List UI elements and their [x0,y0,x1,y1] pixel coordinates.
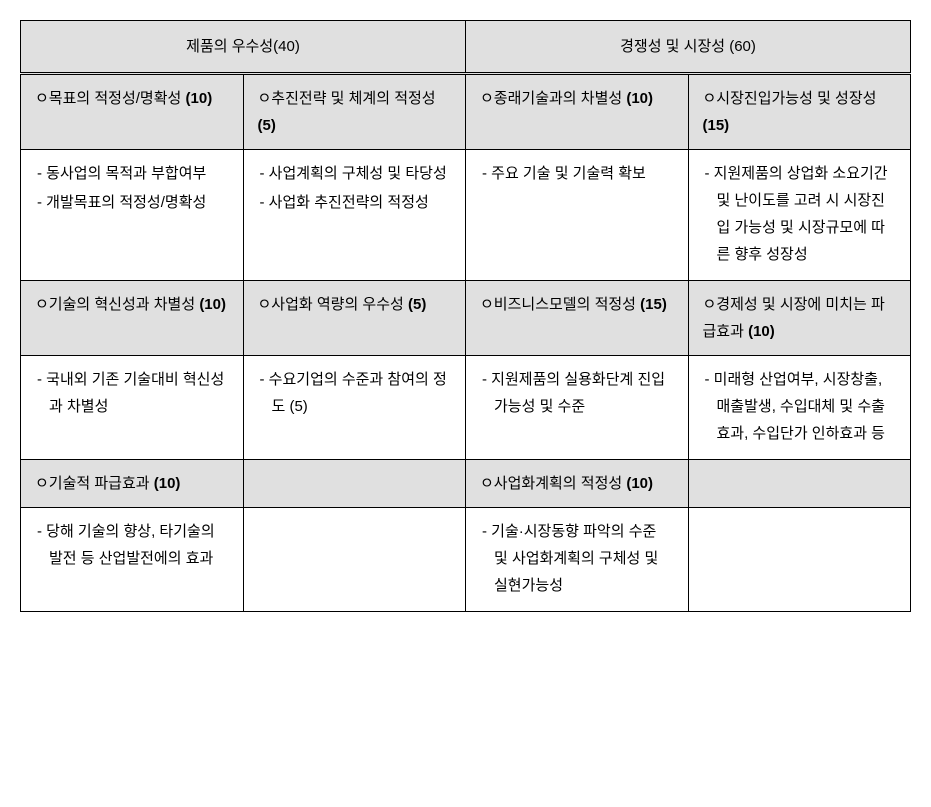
content-item: - 미래형 산업여부, 시장창출, 매출발생, 수입대체 및 수출효과, 수입단… [703,366,897,447]
main-header-row: 제품의 우수성(40) 경쟁성 및 시장성 (60) [21,21,911,74]
subheader-row-2: ㅇ기술의 혁신성과 차별성 (10) ㅇ사업화 역량의 우수성 (5) ㅇ비즈니… [21,281,911,356]
content-row-1: - 동사업의 목적과 부합여부 - 개발목표의 적정성/명확성 - 사업계획의 … [21,150,911,281]
evaluation-table: 제품의 우수성(40) 경쟁성 및 시장성 (60) ㅇ목표의 적정성/명확성 … [20,20,911,612]
subheader-title: ㅇ기술의 혁신성과 차별성 [35,296,195,313]
empty-cell [688,508,911,612]
content-1-1: - 동사업의 목적과 부합여부 - 개발목표의 적정성/명확성 [21,150,244,281]
content-item: - 사업계획의 구체성 및 타당성 [258,160,452,187]
subheader-title: ㅇ시장진입가능성 및 성장성 [703,90,877,107]
content-item: - 사업화 추진전략의 적정성 [258,189,452,216]
content-row-3: - 당해 기술의 향상, 타기술의 발전 등 산업발전에의 효과 - 기술·시장… [21,508,911,612]
content-item: - 지원제품의 상업화 소요기간 및 난이도를 고려 시 시장진입 가능성 및 … [703,160,897,268]
content-2-2: - 수요기업의 수준과 참여의 정도 (5) [243,356,466,460]
subheader-weight: (10) [626,475,653,492]
subheader-3-1: ㅇ기술적 파급효과 (10) [21,460,244,508]
main-header-left: 제품의 우수성(40) [21,21,466,74]
subheader-weight: (10) [154,475,181,492]
subheader-2-3: ㅇ비즈니스모델의 적정성 (15) [466,281,689,356]
content-item: - 기술·시장동향 파악의 수준 및 사업화계획의 구체성 및 실현가능성 [480,518,674,599]
subheader-2-2: ㅇ사업화 역량의 우수성 (5) [243,281,466,356]
content-3-1: - 당해 기술의 향상, 타기술의 발전 등 산업발전에의 효과 [21,508,244,612]
subheader-title: ㅇ사업화 역량의 우수성 [258,296,404,313]
subheader-2-1: ㅇ기술의 혁신성과 차별성 (10) [21,281,244,356]
main-table: 제품의 우수성(40) 경쟁성 및 시장성 (60) ㅇ목표의 적정성/명확성 … [20,20,911,612]
content-2-1: - 국내외 기존 기술대비 혁신성과 차별성 [21,356,244,460]
subheader-2-4: ㅇ경제성 및 시장에 미치는 파급효과 (10) [688,281,911,356]
subheader-title: ㅇ추진전략 및 체계의 적정성 [258,90,436,107]
content-1-2: - 사업계획의 구체성 및 타당성 - 사업화 추진전략의 적정성 [243,150,466,281]
content-3-3: - 기술·시장동향 파악의 수준 및 사업화계획의 구체성 및 실현가능성 [466,508,689,612]
subheader-1-3: ㅇ종래기술과의 차별성 (10) [466,74,689,150]
content-item: - 동사업의 목적과 부합여부 [35,160,229,187]
subheader-title: ㅇ목표의 적정성/명확성 [35,90,181,107]
content-item: - 주요 기술 및 기술력 확보 [480,160,674,187]
subheader-row-1: ㅇ목표의 적정성/명확성 (10) ㅇ추진전략 및 체계의 적정성 (5) ㅇ종… [21,74,911,150]
empty-cell [243,460,466,508]
subheader-1-2: ㅇ추진전략 및 체계의 적정성 (5) [243,74,466,150]
subheader-title: ㅇ비즈니스모델의 적정성 [480,296,636,313]
content-1-4: - 지원제품의 상업화 소요기간 및 난이도를 고려 시 시장진입 가능성 및 … [688,150,911,281]
subheader-weight: (15) [640,296,667,313]
empty-cell [688,460,911,508]
main-header-right: 경쟁성 및 시장성 (60) [466,21,911,74]
content-2-3: - 지원제품의 실용화단계 진입 가능성 및 수준 [466,356,689,460]
subheader-weight: (15) [703,117,730,134]
subheader-weight: (5) [258,117,276,134]
subheader-weight: (10) [199,296,226,313]
subheader-weight: (10) [748,323,775,340]
content-item: - 개발목표의 적정성/명확성 [35,189,229,216]
content-1-3: - 주요 기술 및 기술력 확보 [466,150,689,281]
subheader-title: ㅇ경제성 및 시장에 미치는 파급효과 [703,296,885,340]
content-item: - 국내외 기존 기술대비 혁신성과 차별성 [35,366,229,420]
subheader-weight: (10) [186,90,213,107]
subheader-1-4: ㅇ시장진입가능성 및 성장성 (15) [688,74,911,150]
content-item: - 수요기업의 수준과 참여의 정도 (5) [258,366,452,420]
empty-cell [243,508,466,612]
subheader-weight: (5) [408,296,426,313]
subheader-3-3: ㅇ사업화계획의 적정성 (10) [466,460,689,508]
content-item: - 당해 기술의 향상, 타기술의 발전 등 산업발전에의 효과 [35,518,229,572]
subheader-title: ㅇ기술적 파급효과 [35,475,150,492]
content-item: - 지원제품의 실용화단계 진입 가능성 및 수준 [480,366,674,420]
subheader-weight: (10) [626,90,653,107]
subheader-1-1: ㅇ목표의 적정성/명확성 (10) [21,74,244,150]
subheader-row-3: ㅇ기술적 파급효과 (10) ㅇ사업화계획의 적정성 (10) [21,460,911,508]
subheader-title: ㅇ종래기술과의 차별성 [480,90,622,107]
content-row-2: - 국내외 기존 기술대비 혁신성과 차별성 - 수요기업의 수준과 참여의 정… [21,356,911,460]
content-2-4: - 미래형 산업여부, 시장창출, 매출발생, 수입대체 및 수출효과, 수입단… [688,356,911,460]
subheader-title: ㅇ사업화계획의 적정성 [480,475,622,492]
